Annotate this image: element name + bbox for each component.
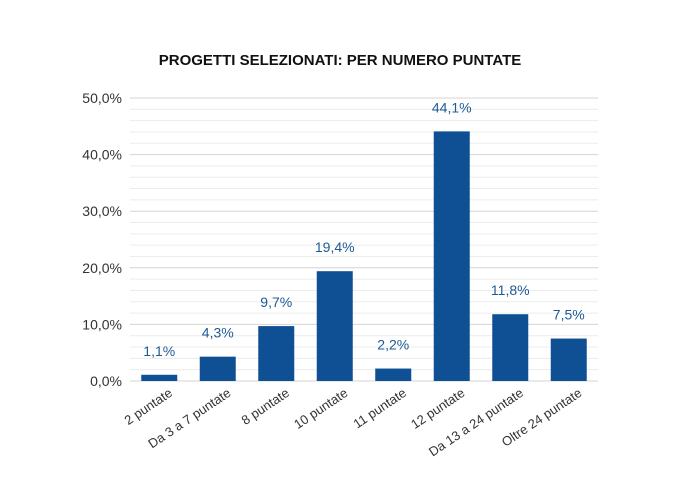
y-tick-label: 0,0% <box>90 373 122 389</box>
bar <box>316 271 353 381</box>
data-label: 9,7% <box>260 294 292 310</box>
data-label: 44,1% <box>432 99 472 115</box>
x-tick-label: 2 puntate <box>122 385 175 428</box>
bar <box>375 368 412 381</box>
x-tick-label: 8 puntate <box>239 385 292 428</box>
chart-title: PROGETTI SELEZIONATI: PER NUMERO PUNTATE <box>158 52 522 69</box>
x-tick-label: 11 puntate <box>350 385 409 431</box>
y-tick-label: 20,0% <box>82 260 122 276</box>
bar <box>492 314 529 381</box>
y-tick-label: 10,0% <box>82 316 122 332</box>
data-label: 11,8% <box>491 282 530 298</box>
y-tick-label: 30,0% <box>82 203 122 219</box>
y-tick-label: 40,0% <box>82 147 122 163</box>
data-label: 7,5% <box>553 307 585 323</box>
bar <box>550 338 587 381</box>
data-label: 19,4% <box>315 239 355 255</box>
data-label: 2,2% <box>377 337 409 353</box>
bar <box>141 374 178 381</box>
data-label: 4,3% <box>202 325 234 341</box>
data-label: 1,1% <box>143 343 175 359</box>
bar <box>258 326 295 381</box>
x-tick-label: 10 puntate <box>291 385 350 432</box>
bar <box>199 356 236 381</box>
y-tick-label: 50,0% <box>82 90 122 106</box>
bar <box>433 131 470 381</box>
